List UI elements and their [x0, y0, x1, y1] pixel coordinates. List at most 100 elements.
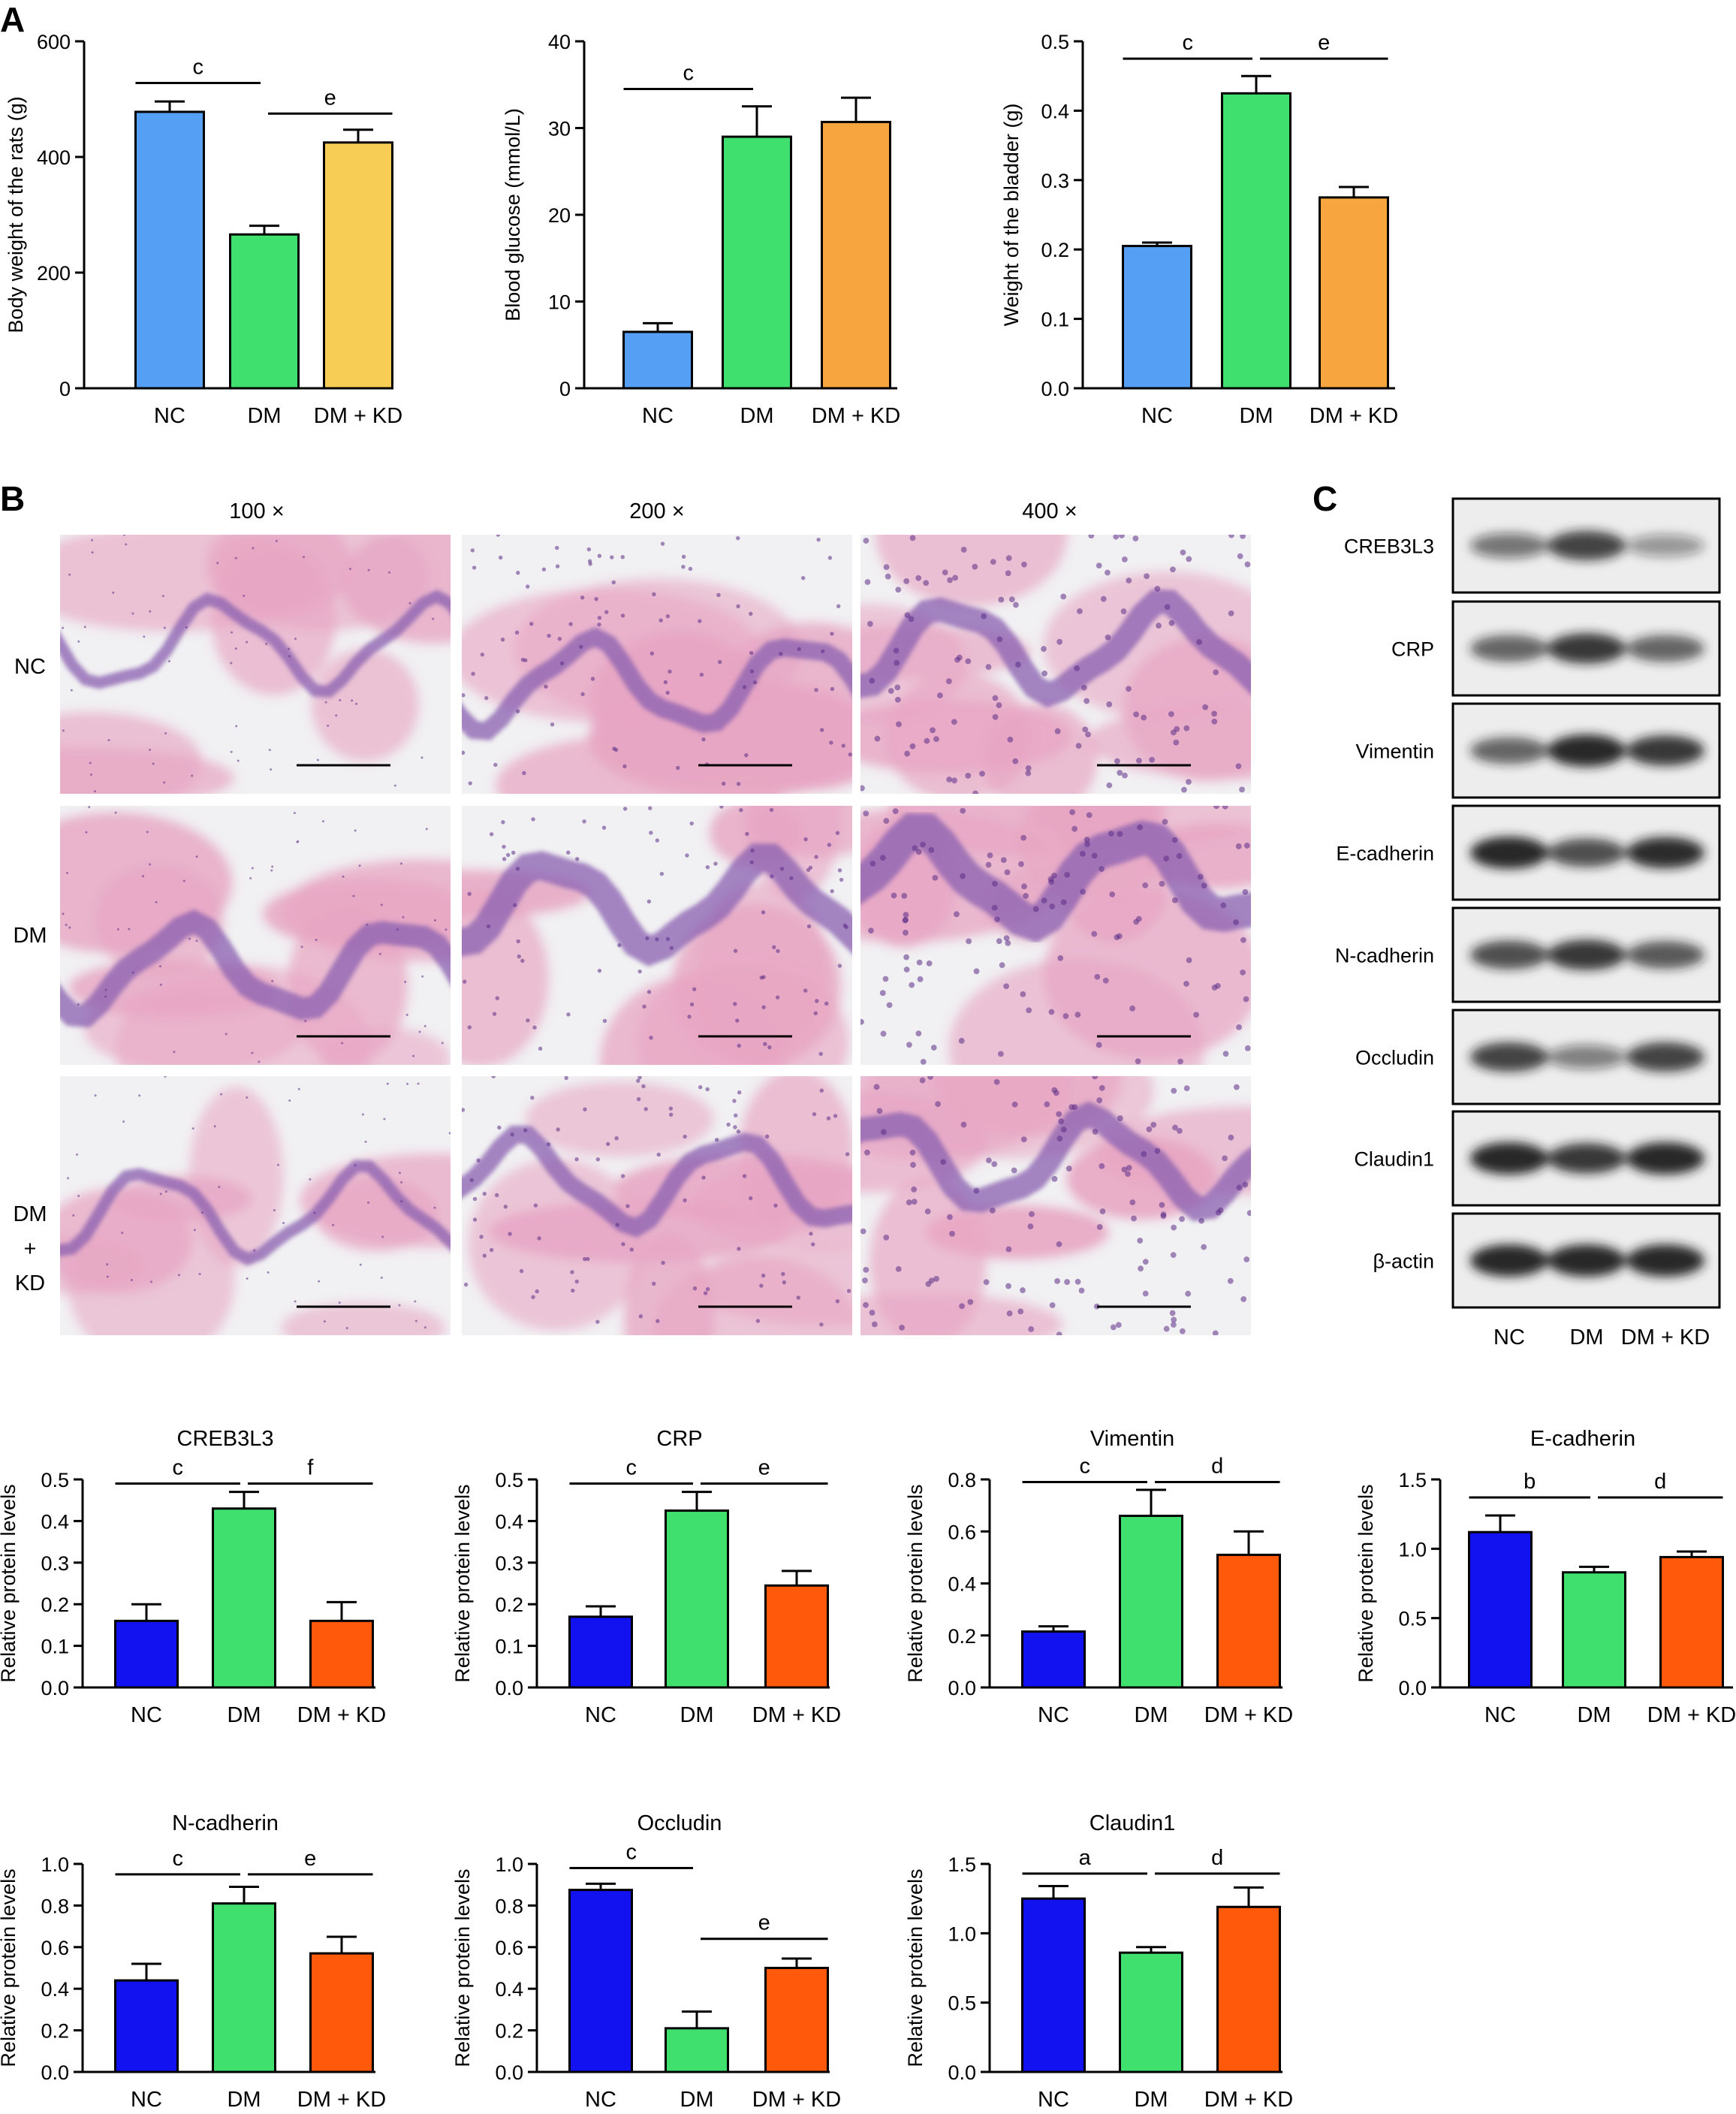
- blot-band: [1626, 635, 1704, 662]
- blot-band: [1626, 837, 1704, 869]
- nucleus: [296, 840, 299, 843]
- nucleus: [597, 968, 602, 973]
- bar: [764, 1584, 829, 1689]
- nucleus: [1163, 1325, 1170, 1332]
- chart-title: E-cadherin: [1530, 1427, 1635, 1451]
- nucleus: [364, 1140, 367, 1143]
- nucleus: [1171, 1224, 1177, 1231]
- nucleus: [621, 1242, 625, 1247]
- nucleus: [636, 1097, 641, 1102]
- nucleus: [880, 1030, 887, 1037]
- nucleus: [496, 535, 501, 537]
- nucleus: [879, 855, 886, 861]
- nucleus: [737, 1090, 742, 1095]
- nucleus: [800, 575, 806, 581]
- nucleus: [935, 1101, 941, 1107]
- nucleus: [163, 781, 166, 784]
- nucleus: [538, 1046, 543, 1051]
- nucleus: [218, 1186, 221, 1189]
- nucleus: [520, 657, 526, 662]
- y-tick-label: 0.8: [495, 1895, 523, 1917]
- nucleus: [1170, 1322, 1177, 1328]
- bar-chart: 0.0 0.5 1.0 1.5 Relative protein levels Claud…: [904, 1811, 1293, 2112]
- y-tick-label: 0.4: [1041, 100, 1069, 122]
- y-tick-label: 200: [37, 262, 71, 285]
- blot-band: [1626, 1042, 1704, 1072]
- row-label: KD: [15, 1271, 45, 1295]
- lane-label: DM + KD: [1621, 1325, 1710, 1350]
- nucleus: [781, 1271, 785, 1277]
- bar: [309, 1619, 374, 1689]
- nucleus: [894, 684, 901, 691]
- stroma-blob: [860, 701, 1071, 774]
- nucleus: [903, 954, 909, 960]
- y-tick-label: 0.2: [948, 1625, 976, 1648]
- nucleus: [860, 1018, 864, 1025]
- y-tick-label: 0.6: [495, 1937, 523, 1959]
- nucleus: [1032, 906, 1039, 912]
- nucleus: [72, 1214, 75, 1217]
- nucleus: [1021, 883, 1027, 890]
- nucleus: [89, 774, 92, 777]
- nucleus: [378, 952, 381, 955]
- nucleus: [1027, 1223, 1034, 1229]
- nucleus: [830, 686, 835, 692]
- x-tick-label: NC: [131, 1703, 162, 1727]
- nucleus: [1220, 902, 1227, 909]
- nucleus: [502, 844, 506, 849]
- nucleus: [646, 990, 652, 994]
- x-tick-label: DM + KD: [812, 404, 900, 428]
- nucleus: [1212, 1330, 1219, 1335]
- nucleus: [866, 620, 873, 627]
- nucleus: [1211, 718, 1218, 725]
- bar-chart: 0.0 0.5 1.0 1.5 Relative protein levels E-cad…: [1355, 1427, 1736, 1727]
- cell-nuclei: [860, 535, 1251, 794]
- nucleus: [1244, 1045, 1251, 1051]
- nucleus: [1129, 1005, 1135, 1012]
- nucleus: [643, 1107, 648, 1111]
- nucleus: [251, 867, 254, 870]
- nucleus: [736, 535, 740, 541]
- nucleus: [470, 548, 475, 553]
- nucleus: [234, 556, 237, 559]
- nucleus: [367, 1201, 370, 1204]
- y-tick-label: 0.4: [41, 1978, 69, 2001]
- nucleus: [1171, 1087, 1177, 1094]
- nucleus: [1236, 1184, 1243, 1191]
- nucleus: [351, 699, 354, 702]
- nucleus: [486, 924, 491, 929]
- nucleus: [1129, 1199, 1136, 1205]
- nucleus: [903, 912, 909, 918]
- nucleus: [629, 1247, 634, 1252]
- nucleus: [1065, 1166, 1072, 1172]
- nucleus: [1142, 1290, 1149, 1297]
- nucleus: [652, 592, 656, 597]
- nucleus: [480, 652, 485, 657]
- nucleus: [297, 1087, 300, 1090]
- nucleus: [1005, 555, 1012, 562]
- stroma-blob: [311, 648, 419, 761]
- nucleus: [193, 1229, 196, 1232]
- x-tick-label: DM + KD: [1310, 404, 1398, 428]
- nucleus: [736, 782, 741, 786]
- nucleus: [1011, 1167, 1017, 1174]
- nucleus: [917, 976, 924, 982]
- nucleus: [602, 1018, 607, 1024]
- x-tick-label: DM + KD: [752, 2088, 841, 2112]
- panel-label-c: C: [1313, 479, 1337, 518]
- nucleus: [965, 658, 972, 665]
- nucleus: [418, 1030, 421, 1033]
- nucleus: [985, 861, 992, 868]
- nucleus: [625, 1204, 630, 1208]
- nucleus: [423, 1326, 426, 1329]
- nucleus: [864, 579, 871, 585]
- cell-nuclei: [860, 1076, 1251, 1335]
- nucleus: [668, 1112, 674, 1117]
- nucleus: [1007, 736, 1014, 743]
- nucleus: [981, 613, 987, 620]
- nucleus: [705, 865, 710, 870]
- nucleus: [482, 1191, 487, 1196]
- nucleus: [1092, 1076, 1099, 1080]
- nucleus: [837, 964, 842, 968]
- nucleus: [425, 828, 428, 831]
